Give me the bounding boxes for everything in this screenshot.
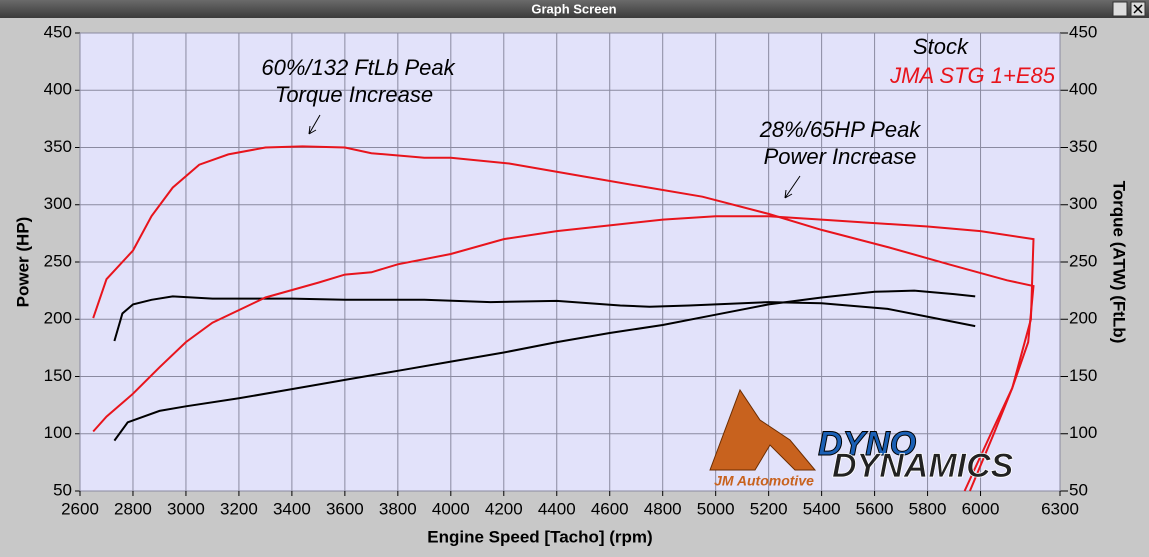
x-tick-label: 5600 [856, 499, 894, 518]
series-line [92, 215, 1035, 492]
x-tick-label: 3800 [379, 499, 417, 518]
x-axis-title: Engine Speed [Tacho] (rpm) [427, 527, 652, 546]
annotation: Power Increase [764, 144, 917, 169]
y-tick-label: 300 [44, 194, 72, 213]
close-icon [1133, 4, 1143, 14]
y2-tick-label: 200 [1069, 309, 1097, 328]
x-tick-label: 3400 [273, 499, 311, 518]
y2-tick-label: 250 [1069, 251, 1097, 270]
y-tick-label: 50 [53, 480, 72, 499]
x-tick-label: 4000 [432, 499, 470, 518]
annotation: 60%/132 FtLb Peak [261, 55, 455, 80]
y2-tick-label: 350 [1069, 137, 1097, 156]
y2-tick-label: 300 [1069, 194, 1097, 213]
jm-logo [709, 388, 817, 471]
x-tick-label: 4200 [485, 499, 523, 518]
x-tick-label: 3200 [220, 499, 258, 518]
annotation: Torque Increase [275, 82, 433, 107]
y2-tick-label: 450 [1069, 22, 1097, 41]
y2-tick-label: 100 [1069, 423, 1097, 442]
title-bar [0, 0, 1149, 18]
x-tick-label: 4400 [538, 499, 576, 518]
annotation-arrow [784, 175, 801, 199]
restore-button[interactable] [1112, 1, 1128, 17]
y-tick-label: 250 [44, 251, 72, 270]
logo-text: JM Automotive [714, 473, 814, 489]
x-tick-label: 2600 [61, 499, 99, 518]
y2-tick-label: 400 [1069, 80, 1097, 99]
x-tick-label: 5400 [803, 499, 841, 518]
series-line [113, 289, 976, 442]
logo-text: DYNO [818, 425, 916, 463]
y-tick-label: 350 [44, 137, 72, 156]
x-tick-label: 4800 [644, 499, 682, 518]
x-tick-label: 5200 [750, 499, 788, 518]
series-line [92, 145, 1035, 492]
y2-axis-title: Torque (ATW) (FtLb) [1110, 181, 1129, 344]
legend-entry: Stock [913, 34, 969, 59]
x-tick-label: 5000 [697, 499, 735, 518]
x-tick-label: 5800 [909, 499, 947, 518]
y-tick-label: 450 [44, 22, 72, 41]
y2-tick-label: 50 [1069, 480, 1088, 499]
y-tick-label: 100 [44, 423, 72, 442]
x-tick-label: 6300 [1041, 499, 1079, 518]
logo-text: DYNAMICS [832, 447, 1014, 485]
y2-tick-label: 150 [1069, 366, 1097, 385]
y-axis-title: Power (HP) [13, 217, 32, 308]
x-tick-label: 4600 [591, 499, 629, 518]
legend-entry: JMA STG 1+E85 [889, 63, 1056, 88]
y-tick-label: 150 [44, 366, 72, 385]
x-tick-label: 3000 [167, 499, 205, 518]
x-tick-label: 2800 [114, 499, 152, 518]
y-tick-label: 200 [44, 309, 72, 328]
x-tick-label: 6000 [962, 499, 1000, 518]
window-title: Graph Screen [531, 1, 616, 16]
x-tick-label: 3600 [326, 499, 364, 518]
series-line [113, 295, 976, 342]
y-tick-label: 400 [44, 80, 72, 99]
annotation-arrow [308, 114, 321, 135]
annotation: 28%/65HP Peak [759, 117, 922, 142]
